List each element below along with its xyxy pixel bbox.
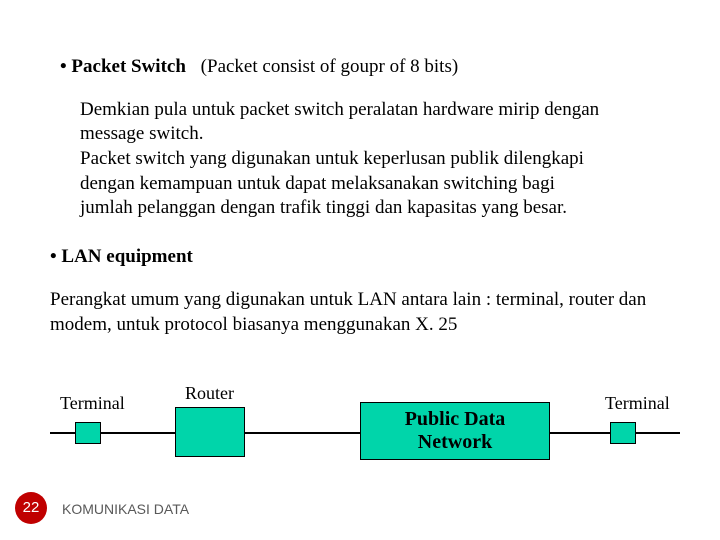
terminal-left-label: Terminal — [60, 392, 125, 415]
bullet-heading: Packet Switch — [71, 56, 186, 77]
network-diagram: Terminal Router Terminal Public Data Net… — [0, 382, 720, 502]
router-box — [175, 407, 245, 457]
paragraph-lan: Perangkat umum yang digunakan untuk LAN … — [50, 288, 680, 337]
router-label: Router — [185, 382, 234, 405]
terminal-right-label: Terminal — [605, 392, 670, 415]
pdn-line2: Network — [361, 431, 549, 454]
paragraph-packet-switch: Demkian pula untuk packet switch peralat… — [80, 98, 600, 221]
terminal-right-box — [610, 422, 636, 444]
pdn-line1: Public Data — [361, 408, 549, 431]
bullet-dot: • — [60, 56, 67, 77]
footer: 22 KOMUNIKASI DATA — [0, 490, 720, 524]
link-line — [245, 432, 360, 434]
slide: • Packet Switch (Packet consist of goupr… — [0, 0, 720, 540]
bullet-lan-equipment: • LAN equipment — [50, 245, 680, 270]
bullet-dot: • — [50, 246, 57, 267]
terminal-left-box — [75, 422, 101, 444]
bullet-heading: LAN equipment — [61, 246, 192, 267]
footer-title: KOMUNIKASI DATA — [62, 500, 189, 518]
bullet-packet-switch: • Packet Switch (Packet consist of goupr… — [60, 55, 680, 80]
link-line — [50, 432, 175, 434]
page-number: 22 — [15, 492, 47, 524]
public-data-network-box: Public Data Network — [360, 402, 550, 460]
bullet-sub: (Packet consist of goupr of 8 bits) — [201, 56, 459, 77]
